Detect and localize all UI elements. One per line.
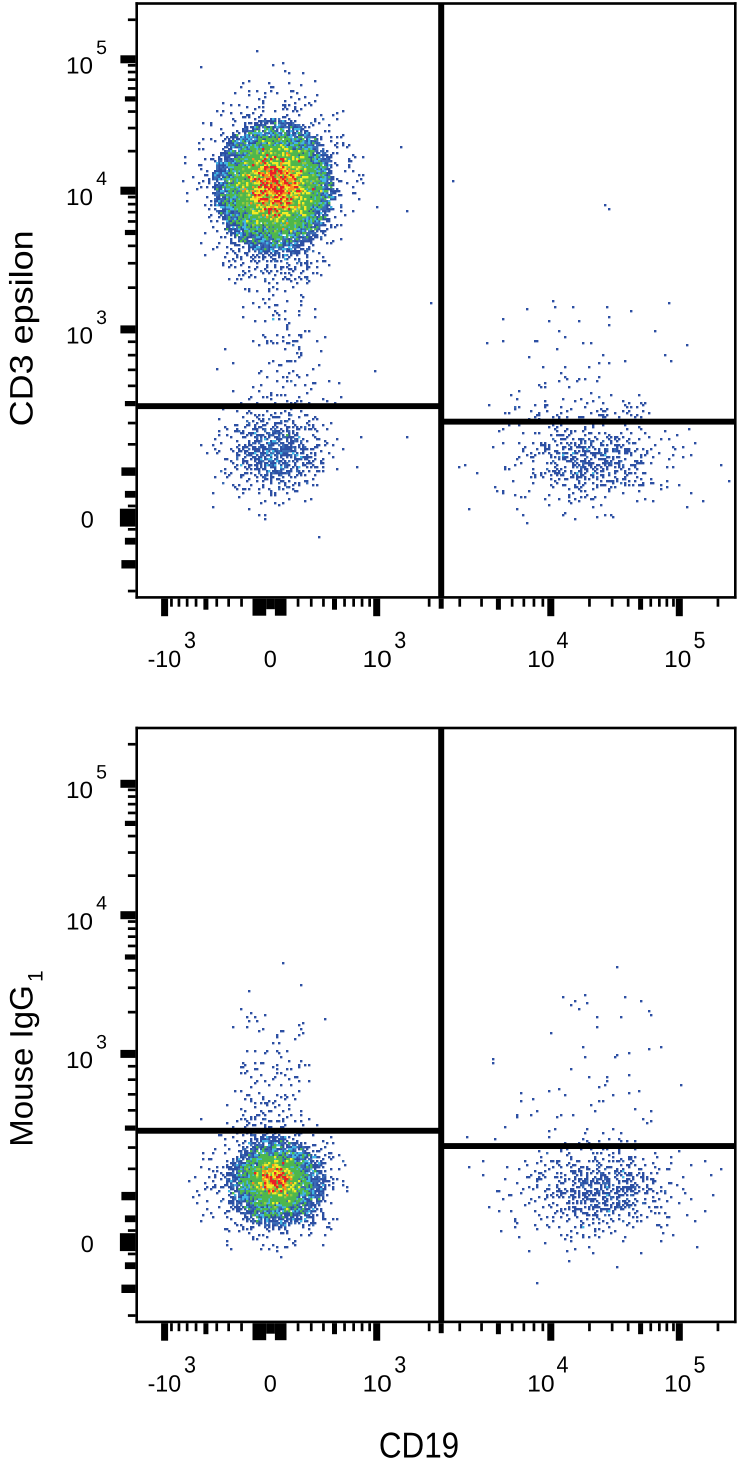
svg-text:10: 10	[66, 1047, 93, 1073]
svg-text:3: 3	[184, 627, 196, 653]
svg-text:3: 3	[394, 1352, 406, 1378]
svg-text:10: 10	[527, 1370, 555, 1396]
svg-text:5: 5	[694, 627, 706, 653]
svg-text:0: 0	[264, 646, 277, 672]
svg-text:10: 10	[66, 184, 93, 210]
svg-text:4: 4	[557, 1352, 569, 1378]
svg-text:0: 0	[81, 506, 94, 532]
svg-text:10: 10	[664, 1370, 691, 1396]
svg-text:5: 5	[96, 761, 107, 783]
svg-text:10: 10	[66, 323, 93, 349]
svg-text:1: 1	[25, 970, 48, 982]
svg-text:3: 3	[184, 1352, 196, 1378]
svg-text:10: 10	[363, 646, 392, 672]
svg-text:0: 0	[264, 1370, 277, 1396]
svg-text:Mouse IgG: Mouse IgG	[4, 985, 40, 1147]
svg-text:CD3 epsilon: CD3 epsilon	[4, 230, 40, 426]
svg-text:CD19: CD19	[379, 1424, 459, 1465]
svg-text:10: 10	[66, 53, 93, 79]
svg-text:-10: -10	[148, 646, 182, 672]
svg-text:3: 3	[394, 627, 406, 653]
svg-text:10: 10	[664, 646, 691, 672]
svg-text:3: 3	[96, 307, 107, 329]
svg-text:4: 4	[96, 893, 107, 915]
svg-text:10: 10	[363, 1370, 392, 1396]
svg-text:3: 3	[96, 1031, 107, 1053]
svg-text:4: 4	[96, 168, 107, 190]
svg-text:5: 5	[694, 1352, 706, 1378]
svg-text:0: 0	[81, 1231, 94, 1257]
svg-text:10: 10	[527, 646, 555, 672]
svg-text:5: 5	[96, 37, 107, 59]
svg-text:4: 4	[557, 627, 569, 653]
svg-text:-10: -10	[148, 1370, 182, 1396]
svg-text:10: 10	[66, 777, 93, 803]
svg-text:10: 10	[66, 909, 93, 935]
